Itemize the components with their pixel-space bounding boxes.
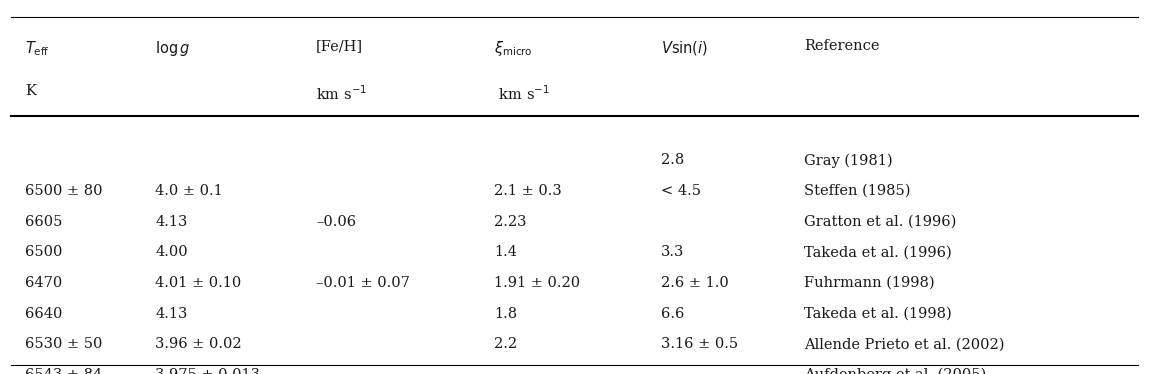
Text: 3.3: 3.3 — [661, 245, 684, 259]
Text: Allende Prieto et al. (2002): Allende Prieto et al. (2002) — [804, 337, 1004, 351]
Text: 4.13: 4.13 — [155, 215, 187, 229]
Text: 6640: 6640 — [25, 307, 63, 321]
Text: 6500 ± 80: 6500 ± 80 — [25, 184, 102, 198]
Text: 2.2: 2.2 — [494, 337, 517, 351]
Text: 6470: 6470 — [25, 276, 62, 290]
Text: Takeda et al. (1996): Takeda et al. (1996) — [804, 245, 953, 259]
Text: 2.6 ± 1.0: 2.6 ± 1.0 — [661, 276, 728, 290]
Text: 4.0 ± 0.1: 4.0 ± 0.1 — [155, 184, 223, 198]
Text: $\log g$: $\log g$ — [155, 39, 191, 58]
Text: 1.8: 1.8 — [494, 307, 517, 321]
Text: 6.6: 6.6 — [661, 307, 684, 321]
Text: 2.1 ± 0.3: 2.1 ± 0.3 — [494, 184, 562, 198]
Text: $\xi_{\rm micro}$: $\xi_{\rm micro}$ — [494, 39, 533, 58]
Text: $T_{\rm eff}$: $T_{\rm eff}$ — [25, 39, 49, 58]
Text: 2.23: 2.23 — [494, 215, 526, 229]
Text: [Fe/H]: [Fe/H] — [316, 39, 363, 53]
Text: 4.01 ± 0.10: 4.01 ± 0.10 — [155, 276, 241, 290]
Text: 6500: 6500 — [25, 245, 63, 259]
Text: Aufdenberg et al. (2005): Aufdenberg et al. (2005) — [804, 368, 987, 374]
Text: 3.96 ± 0.02: 3.96 ± 0.02 — [155, 337, 241, 351]
Text: 1.4: 1.4 — [494, 245, 517, 259]
Text: Takeda et al. (1998): Takeda et al. (1998) — [804, 307, 953, 321]
Text: Gray (1981): Gray (1981) — [804, 153, 893, 168]
Text: –0.06: –0.06 — [316, 215, 356, 229]
Text: $V\sin(i)$: $V\sin(i)$ — [661, 39, 708, 57]
Text: 3.16 ± 0.5: 3.16 ± 0.5 — [661, 337, 738, 351]
Text: < 4.5: < 4.5 — [661, 184, 701, 198]
Text: 2.8: 2.8 — [661, 153, 684, 167]
Text: Fuhrmann (1998): Fuhrmann (1998) — [804, 276, 935, 290]
Text: K: K — [25, 84, 37, 98]
Text: 6605: 6605 — [25, 215, 63, 229]
Text: 6530 ± 50: 6530 ± 50 — [25, 337, 102, 351]
Text: 1.91 ± 0.20: 1.91 ± 0.20 — [494, 276, 580, 290]
Text: km s$^{-1}$: km s$^{-1}$ — [494, 84, 550, 103]
Text: –0.01 ± 0.07: –0.01 ± 0.07 — [316, 276, 410, 290]
Text: 3.975 ± 0.013: 3.975 ± 0.013 — [155, 368, 260, 374]
Text: km s$^{-1}$: km s$^{-1}$ — [316, 84, 367, 103]
Text: Gratton et al. (1996): Gratton et al. (1996) — [804, 215, 957, 229]
Text: Steffen (1985): Steffen (1985) — [804, 184, 911, 198]
Text: 6543 ± 84: 6543 ± 84 — [25, 368, 102, 374]
Text: 4.13: 4.13 — [155, 307, 187, 321]
Text: 4.00: 4.00 — [155, 245, 187, 259]
Text: Reference: Reference — [804, 39, 880, 53]
